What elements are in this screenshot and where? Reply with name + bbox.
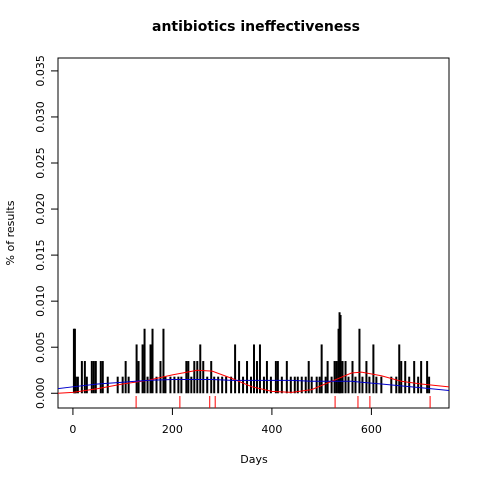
y-tick-label: 0.030 bbox=[34, 101, 47, 132]
plot-area bbox=[58, 312, 449, 394]
y-tick-label: 0.000 bbox=[34, 378, 47, 410]
y-tick-label: 0.005 bbox=[34, 331, 47, 363]
y-tick-label: 0.015 bbox=[34, 239, 47, 271]
y-tick-label: 0.020 bbox=[34, 193, 47, 225]
x-axis-label: Days bbox=[240, 453, 268, 466]
smooth-curve bbox=[58, 378, 449, 391]
y-tick-label: 0.010 bbox=[34, 285, 47, 317]
y-tick-label: 0.035 bbox=[34, 55, 47, 87]
smooth-curve bbox=[58, 369, 449, 394]
x-tick-label: 200 bbox=[162, 423, 183, 436]
x-tick-label: 0 bbox=[69, 423, 76, 436]
x-tick-label: 400 bbox=[261, 423, 282, 436]
y-axis-label: % of results bbox=[4, 200, 17, 265]
chart-title: antibiotics ineffectiveness bbox=[152, 19, 360, 35]
x-tick-label: 600 bbox=[361, 423, 382, 436]
y-tick-label: 0.025 bbox=[34, 147, 47, 179]
plot-frame bbox=[57, 57, 450, 409]
